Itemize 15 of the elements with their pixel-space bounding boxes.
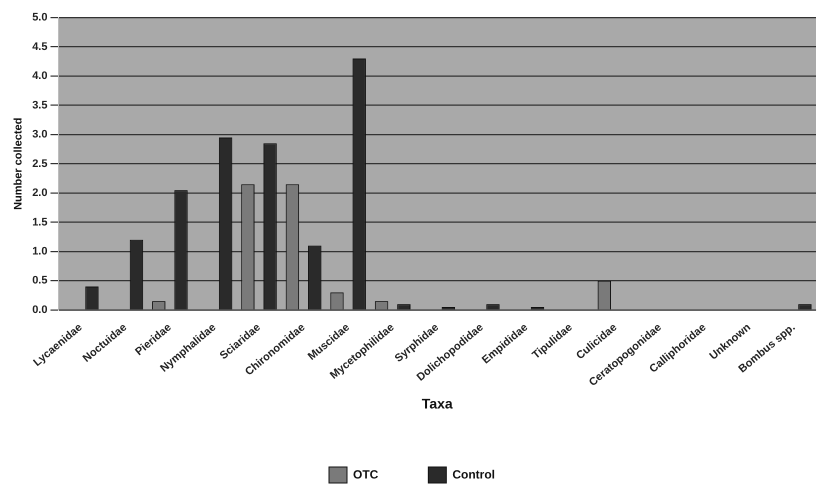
y-tick-label: 4.0 — [32, 70, 48, 82]
y-tick-label: 2.5 — [32, 158, 48, 170]
y-tick-label: 2.0 — [32, 187, 48, 200]
legend-label: Control — [452, 467, 495, 482]
y-tick-label: 5.0 — [32, 12, 48, 24]
x-axis-title: Taxa — [422, 395, 453, 412]
y-tick-label: 1.0 — [32, 246, 48, 258]
legend-label: OTC — [353, 467, 379, 482]
y-tick-label: 3.0 — [32, 128, 48, 141]
y-tick-label: 0.0 — [32, 304, 48, 316]
y-tick-label: 3.5 — [32, 99, 48, 112]
y-tick-label: 0.5 — [32, 274, 48, 287]
y-tick-label: 1.5 — [32, 216, 48, 228]
y-axis-title: Number collected — [12, 118, 25, 210]
y-tick-label: 4.5 — [32, 40, 48, 53]
